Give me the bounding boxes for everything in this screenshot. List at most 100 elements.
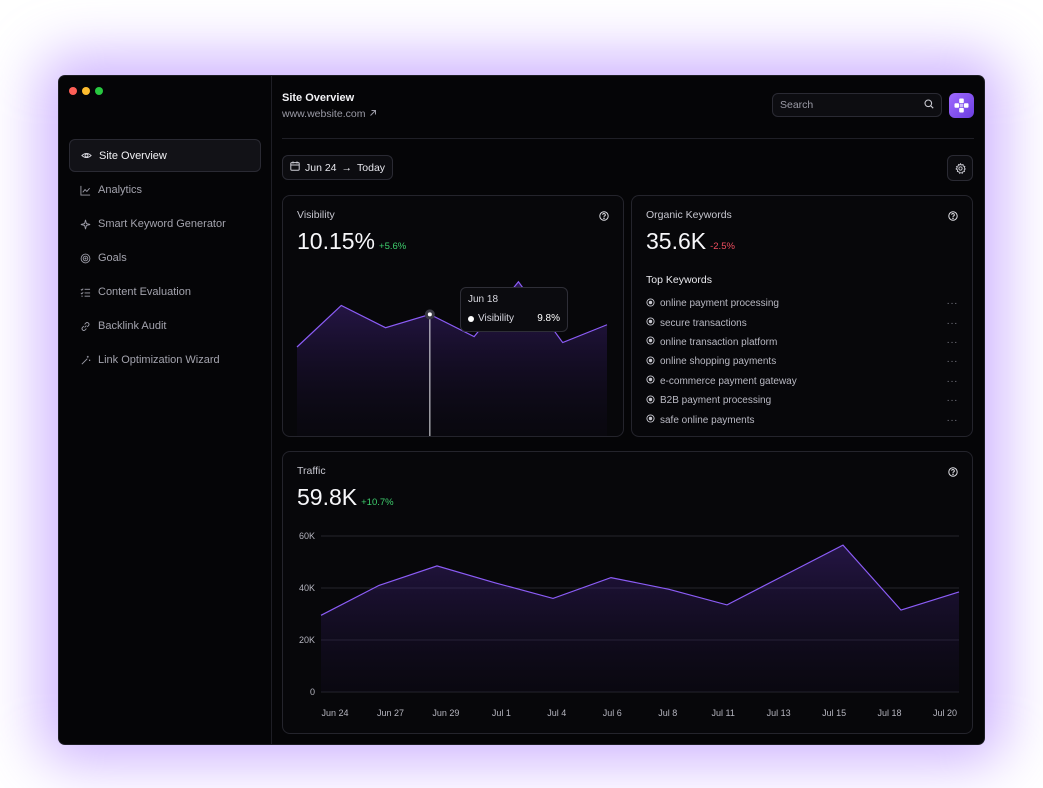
more-options-icon[interactable]: ···: [946, 317, 958, 329]
app-window: Site Overview Analytics Smart Keyword Ge…: [59, 76, 984, 744]
x-tick-label: Jun 27: [377, 708, 404, 718]
more-options-icon[interactable]: ···: [946, 356, 958, 368]
date-from: Jun 24: [305, 161, 337, 174]
target-icon: [646, 336, 655, 348]
traffic-area: [321, 545, 959, 692]
keyword-row[interactable]: safe online payments ···: [646, 410, 958, 429]
keyword-item: online transaction platform: [646, 336, 777, 348]
line-chart-icon: [79, 184, 91, 196]
target-icon: [646, 414, 655, 426]
tooltip-row: Visibility 9.8%: [468, 313, 560, 324]
organic-keywords-card: Organic Keywords 35.6K -2.5% Top Keywords…: [631, 195, 973, 437]
sidebar-item-smart-keyword-generator[interactable]: Smart Keyword Generator: [69, 208, 261, 240]
keyword-item: online shopping payments: [646, 356, 776, 368]
search-box[interactable]: [772, 93, 942, 117]
keyword-item: e-commerce payment gateway: [646, 375, 797, 387]
external-link-icon: [369, 108, 377, 120]
x-tick-label: Jun 24: [321, 708, 348, 718]
sidebar-item-label: Goals: [98, 252, 127, 264]
header-divider: [282, 138, 974, 139]
sidebar-item-analytics[interactable]: Analytics: [69, 174, 261, 206]
x-tick-label: Jul 15: [822, 708, 846, 718]
link-icon: [79, 320, 91, 332]
keyword-text: e-commerce payment gateway: [660, 375, 797, 387]
keyword-item: B2B payment processing: [646, 395, 771, 407]
keyword-text: B2B payment processing: [660, 395, 772, 407]
sidebar-item-content-evaluation[interactable]: Content Evaluation: [69, 276, 261, 308]
target-icon: [79, 252, 91, 264]
x-tick-label: Jul 4: [547, 708, 566, 718]
tooltip-series-label: Visibility: [478, 313, 514, 324]
y-tick-label: 20K: [299, 635, 315, 645]
x-tick-label: Jul 18: [878, 708, 902, 718]
sidebar: Site Overview Analytics Smart Keyword Ge…: [59, 76, 272, 744]
x-tick-label: Jul 6: [603, 708, 622, 718]
chart-tooltip: Jun 18 Visibility 9.8%: [460, 287, 568, 332]
visibility-delta: +5.6%: [379, 241, 407, 252]
maximize-window-button[interactable]: [95, 87, 103, 95]
help-icon[interactable]: [948, 208, 958, 221]
keyword-item: safe online payments: [646, 414, 755, 426]
magic-wand-icon: [79, 354, 91, 366]
logo-icon: [954, 98, 969, 113]
visibility-label: Visibility: [297, 209, 335, 221]
keyword-text: online shopping payments: [660, 356, 777, 368]
sidebar-item-label: Site Overview: [99, 149, 167, 162]
target-icon: [646, 298, 655, 310]
keyword-item: secure transactions: [646, 317, 747, 329]
keyword-row[interactable]: online transaction platform ···: [646, 333, 958, 352]
organic-keywords-value: 35.6K -2.5%: [646, 228, 735, 255]
x-tick-label: Jul 20: [933, 708, 957, 718]
sidebar-item-label: Link Optimization Wizard: [98, 354, 220, 366]
date-to: Today: [357, 161, 386, 174]
more-options-icon[interactable]: ···: [946, 298, 958, 310]
gear-icon: [954, 162, 966, 174]
x-tick-label: Jul 8: [658, 708, 677, 718]
traffic-label: Traffic: [297, 465, 326, 477]
window-controls: [69, 87, 103, 95]
traffic-delta: +10.7%: [361, 497, 394, 508]
more-options-icon[interactable]: ···: [946, 395, 958, 407]
arrow-right-icon: →: [341, 161, 353, 174]
visibility-chart[interactable]: [283, 196, 623, 436]
sidebar-item-site-overview[interactable]: Site Overview: [69, 139, 261, 172]
site-url-text: www.website.com: [282, 108, 366, 120]
sidebar-item-link-optimization-wizard[interactable]: Link Optimization Wizard: [69, 344, 261, 376]
app-logo[interactable]: [949, 93, 974, 118]
close-window-button[interactable]: [69, 87, 77, 95]
keyword-row[interactable]: B2B payment processing ···: [646, 391, 958, 410]
more-options-icon[interactable]: ···: [946, 414, 958, 426]
settings-button[interactable]: [947, 155, 973, 181]
site-url-link[interactable]: www.website.com: [282, 108, 377, 120]
x-tick-label: Jul 1: [492, 708, 511, 718]
keyword-row[interactable]: secure transactions ···: [646, 313, 958, 332]
minimize-window-button[interactable]: [82, 87, 90, 95]
help-icon[interactable]: [599, 208, 609, 221]
top-keywords-title: Top Keywords: [646, 274, 712, 286]
sidebar-nav: Site Overview Analytics Smart Keyword Ge…: [69, 139, 261, 378]
sidebar-item-goals[interactable]: Goals: [69, 242, 261, 274]
main-content: Site Overview www.website.com: [272, 76, 984, 744]
keyword-text: online transaction platform: [660, 336, 778, 348]
help-icon[interactable]: [948, 464, 958, 477]
keyword-row[interactable]: e-commerce payment gateway ···: [646, 372, 958, 391]
organic-keywords-delta: -2.5%: [710, 241, 735, 252]
search-icon[interactable]: [924, 96, 934, 114]
more-options-icon[interactable]: ···: [946, 336, 958, 348]
keyword-row[interactable]: online shopping payments ···: [646, 352, 958, 371]
tooltip-series: Visibility: [468, 313, 514, 324]
target-icon: [646, 317, 655, 329]
traffic-number: 59.8K: [297, 484, 358, 510]
sidebar-item-backlink-audit[interactable]: Backlink Audit: [69, 310, 261, 342]
hover-point: [427, 312, 432, 317]
date-range-button[interactable]: Jun 24 → Today: [282, 155, 394, 180]
top-keywords-list: online payment processing ··· secure trans…: [646, 294, 958, 430]
y-tick-label: 40K: [299, 583, 315, 593]
search-input[interactable]: [780, 99, 910, 111]
keyword-row[interactable]: online payment processing ···: [646, 294, 958, 313]
more-options-icon[interactable]: ···: [946, 375, 958, 387]
calendar-icon: [290, 161, 300, 174]
traffic-chart[interactable]: 0 20K 40K 60K Jun 24 Jun 27 Jun 29 Jul 1 Jul 4 Ju…: [283, 452, 972, 733]
sidebar-item-label: Backlink Audit: [98, 320, 167, 332]
y-tick-label: 60K: [299, 531, 315, 541]
